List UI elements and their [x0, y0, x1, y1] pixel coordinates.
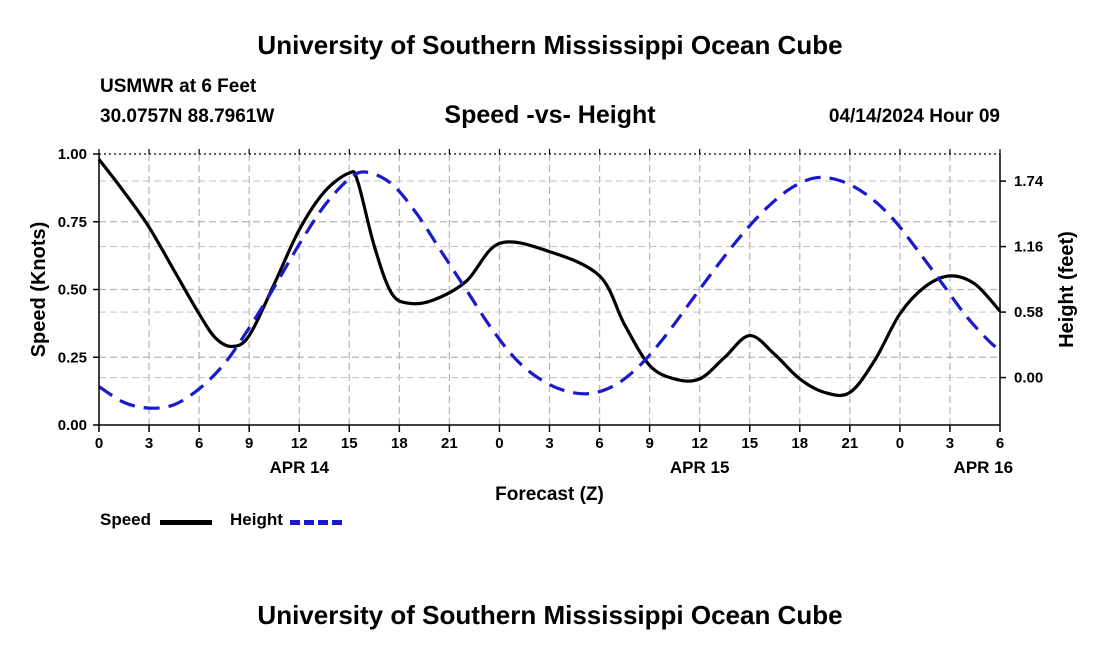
series-line-speed	[97, 158, 1002, 398]
x-tick-label: 6	[195, 435, 203, 452]
x-tick-label: 3	[545, 435, 553, 452]
station-coordinates: 30.0757N 88.7961W	[100, 106, 275, 127]
station-label: USMWR at 6 Feet	[100, 76, 257, 97]
x-tick-label: 9	[245, 435, 253, 452]
x-tick-label: 18	[791, 435, 808, 452]
x-tick-label: 21	[841, 435, 858, 452]
page-title-bottom: University of Southern Mississippi Ocean…	[257, 600, 843, 630]
x-tick-label: 12	[291, 435, 308, 452]
y-axis-title: Speed (Knots)	[28, 222, 50, 358]
x-tick-label: 9	[645, 435, 653, 452]
y-tick-label: 0.50	[58, 282, 87, 299]
x-axis-title: Forecast (Z)	[495, 484, 604, 505]
axes	[93, 149, 1006, 432]
page-title-top: University of Southern Mississippi Ocean…	[257, 30, 843, 60]
x-tick-label: 12	[691, 435, 708, 452]
x-tick-label: 15	[741, 435, 758, 452]
y-tick-label: 0.00	[58, 417, 87, 434]
forecast-datetime: 04/14/2024 Hour 09	[828, 106, 1000, 127]
x-date-label: APR 15	[670, 458, 730, 477]
y-tick-label: 0.75	[58, 214, 87, 231]
x-tick-label: 6	[595, 435, 603, 452]
legend-speed-swatch	[160, 520, 212, 525]
y-tick-label: 1.00	[58, 146, 87, 163]
x-date-label: APR 14	[269, 458, 329, 477]
series-line-height	[98, 170, 1001, 410]
legend-speed-label: Speed	[100, 510, 152, 529]
x-tick-label: 0	[95, 435, 103, 452]
x-tick-label: 21	[441, 435, 458, 452]
legend-height-label: Height	[230, 510, 283, 529]
y2-tick-label: 1.74	[1014, 173, 1044, 190]
y2-tick-label: 0.00	[1014, 370, 1043, 387]
y2-tick-label: 1.16	[1014, 239, 1043, 256]
x-date-label: APR 16	[954, 458, 1014, 477]
chart-title: Speed -vs- Height	[444, 101, 656, 129]
axis-labels: 0 3 6 9 12 15 18 21 0 3 6 9 12 15 18 21 0 3 6 0.00 0.25 0.50 0…	[28, 146, 1078, 505]
speed-height-chart: 0 3 6 9 12 15 18 21 0 3 6 9 12 15 18 21 0 3 6 0.00 0.25 0.50 0…	[28, 146, 1078, 505]
x-tick-label: 0	[495, 435, 503, 452]
x-tick-label: 15	[341, 435, 358, 452]
x-tick-label: 18	[391, 435, 408, 452]
y2-axis-title: Height (feet)	[1056, 231, 1078, 348]
x-tick-label: 0	[896, 435, 904, 452]
x-tick-label: 3	[946, 435, 954, 452]
legend-height-swatch	[290, 520, 342, 525]
y-tick-label: 0.25	[58, 349, 87, 366]
y2-tick-label: 0.58	[1014, 304, 1043, 321]
x-tick-label: 3	[145, 435, 153, 452]
series-layer	[97, 158, 1002, 410]
x-tick-label: 6	[996, 435, 1004, 452]
